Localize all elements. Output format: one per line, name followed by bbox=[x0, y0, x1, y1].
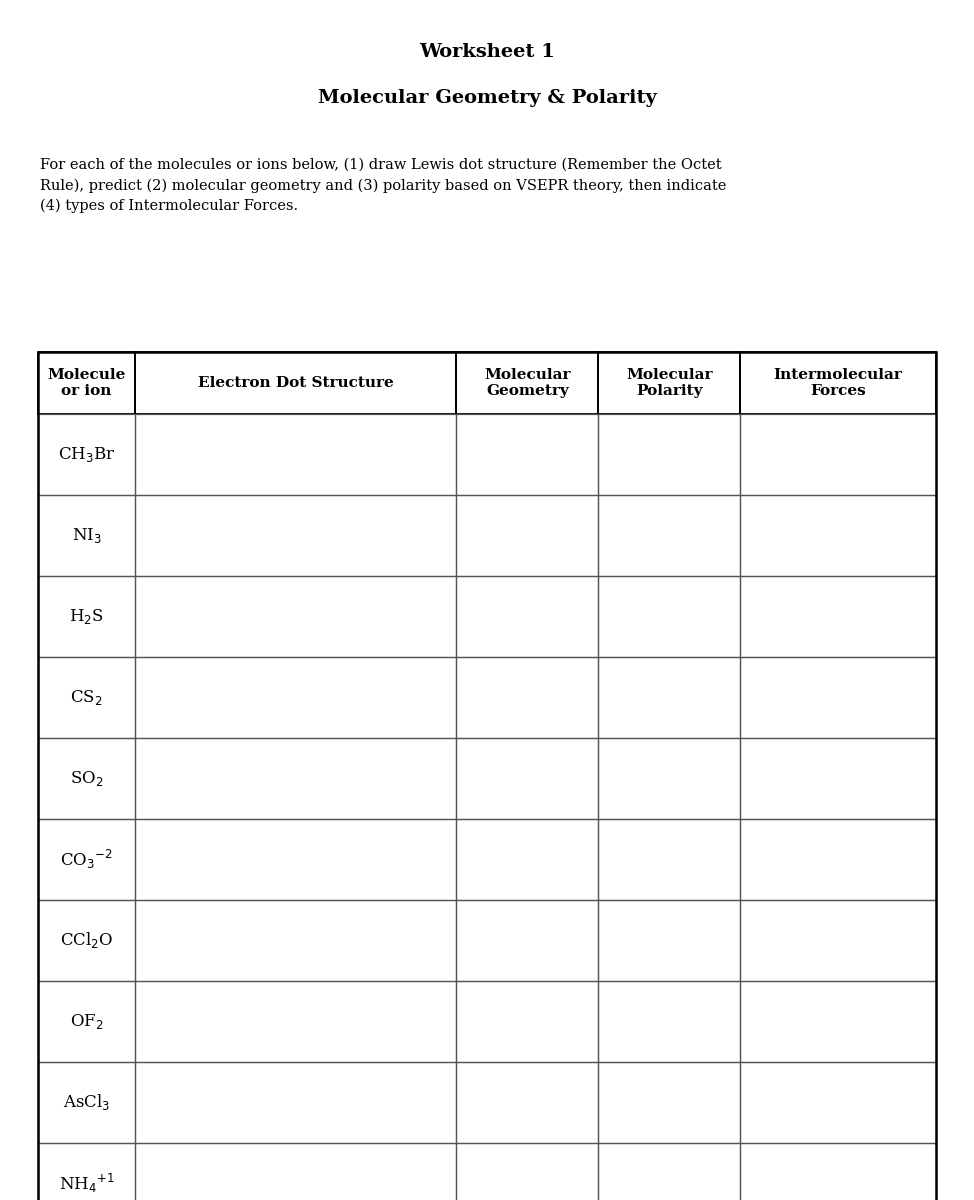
Text: Worksheet 1: Worksheet 1 bbox=[419, 43, 555, 61]
Bar bbox=[38, 352, 936, 1200]
Bar bbox=[38, 980, 135, 1062]
Bar bbox=[135, 900, 457, 982]
Bar bbox=[740, 900, 936, 982]
Bar bbox=[38, 414, 135, 494]
Bar bbox=[457, 1062, 598, 1142]
Bar bbox=[740, 1062, 936, 1142]
Bar bbox=[598, 414, 740, 494]
Bar bbox=[740, 820, 936, 900]
Bar bbox=[135, 576, 457, 658]
Bar bbox=[38, 352, 135, 414]
Bar bbox=[38, 820, 135, 900]
Bar bbox=[457, 900, 598, 982]
Bar bbox=[457, 1142, 598, 1200]
Bar bbox=[38, 1062, 135, 1142]
Bar bbox=[598, 576, 740, 658]
Bar bbox=[457, 576, 598, 658]
Bar bbox=[135, 658, 457, 738]
Text: Molecular Geometry & Polarity: Molecular Geometry & Polarity bbox=[318, 89, 656, 107]
Text: NH$_4$$^{+1}$: NH$_4$$^{+1}$ bbox=[58, 1172, 114, 1195]
Bar bbox=[38, 738, 135, 818]
Text: Molecular
Geometry: Molecular Geometry bbox=[484, 368, 571, 398]
Bar bbox=[38, 1142, 135, 1200]
Bar bbox=[598, 1062, 740, 1142]
Bar bbox=[598, 658, 740, 738]
Bar bbox=[740, 738, 936, 818]
Text: H$_2$S: H$_2$S bbox=[69, 607, 104, 626]
Text: CS$_2$: CS$_2$ bbox=[70, 688, 103, 707]
Bar bbox=[598, 494, 740, 576]
Bar bbox=[135, 980, 457, 1062]
Text: AsCl$_3$: AsCl$_3$ bbox=[63, 1092, 110, 1112]
Bar bbox=[135, 738, 457, 818]
Text: SO$_2$: SO$_2$ bbox=[70, 769, 103, 788]
Text: Molecule
or ion: Molecule or ion bbox=[48, 368, 126, 398]
Bar bbox=[740, 494, 936, 576]
Text: OF$_2$: OF$_2$ bbox=[70, 1012, 103, 1031]
Bar bbox=[740, 414, 936, 494]
Bar bbox=[457, 980, 598, 1062]
Bar bbox=[457, 494, 598, 576]
Bar bbox=[135, 1062, 457, 1142]
Bar bbox=[135, 1142, 457, 1200]
Bar bbox=[457, 738, 598, 818]
Bar bbox=[598, 1142, 740, 1200]
Bar bbox=[740, 352, 936, 414]
Text: CCl$_2$O: CCl$_2$O bbox=[59, 930, 113, 950]
Text: CO$_3$$^{-2}$: CO$_3$$^{-2}$ bbox=[60, 848, 113, 871]
Bar bbox=[740, 1142, 936, 1200]
Bar bbox=[457, 352, 598, 414]
Text: For each of the molecules or ions below, (1) draw Lewis dot structure (Remember : For each of the molecules or ions below,… bbox=[40, 158, 727, 214]
Text: Intermolecular
Forces: Intermolecular Forces bbox=[773, 368, 903, 398]
Bar bbox=[740, 576, 936, 658]
Bar bbox=[38, 900, 135, 982]
Bar bbox=[598, 738, 740, 818]
Bar bbox=[457, 658, 598, 738]
Text: CH$_3$Br: CH$_3$Br bbox=[57, 445, 115, 464]
Bar bbox=[38, 576, 135, 658]
Text: Electron Dot Structure: Electron Dot Structure bbox=[198, 376, 393, 390]
Bar bbox=[740, 980, 936, 1062]
Bar bbox=[740, 658, 936, 738]
Bar bbox=[135, 414, 457, 494]
Bar bbox=[598, 820, 740, 900]
Bar bbox=[38, 494, 135, 576]
Bar bbox=[457, 820, 598, 900]
Bar bbox=[38, 658, 135, 738]
Text: NI$_3$: NI$_3$ bbox=[72, 526, 101, 545]
Bar bbox=[598, 352, 740, 414]
Bar bbox=[598, 980, 740, 1062]
Bar bbox=[598, 900, 740, 982]
Bar bbox=[135, 820, 457, 900]
Bar bbox=[135, 352, 457, 414]
Text: Molecular
Polarity: Molecular Polarity bbox=[626, 368, 713, 398]
Bar bbox=[457, 414, 598, 494]
Bar bbox=[135, 494, 457, 576]
